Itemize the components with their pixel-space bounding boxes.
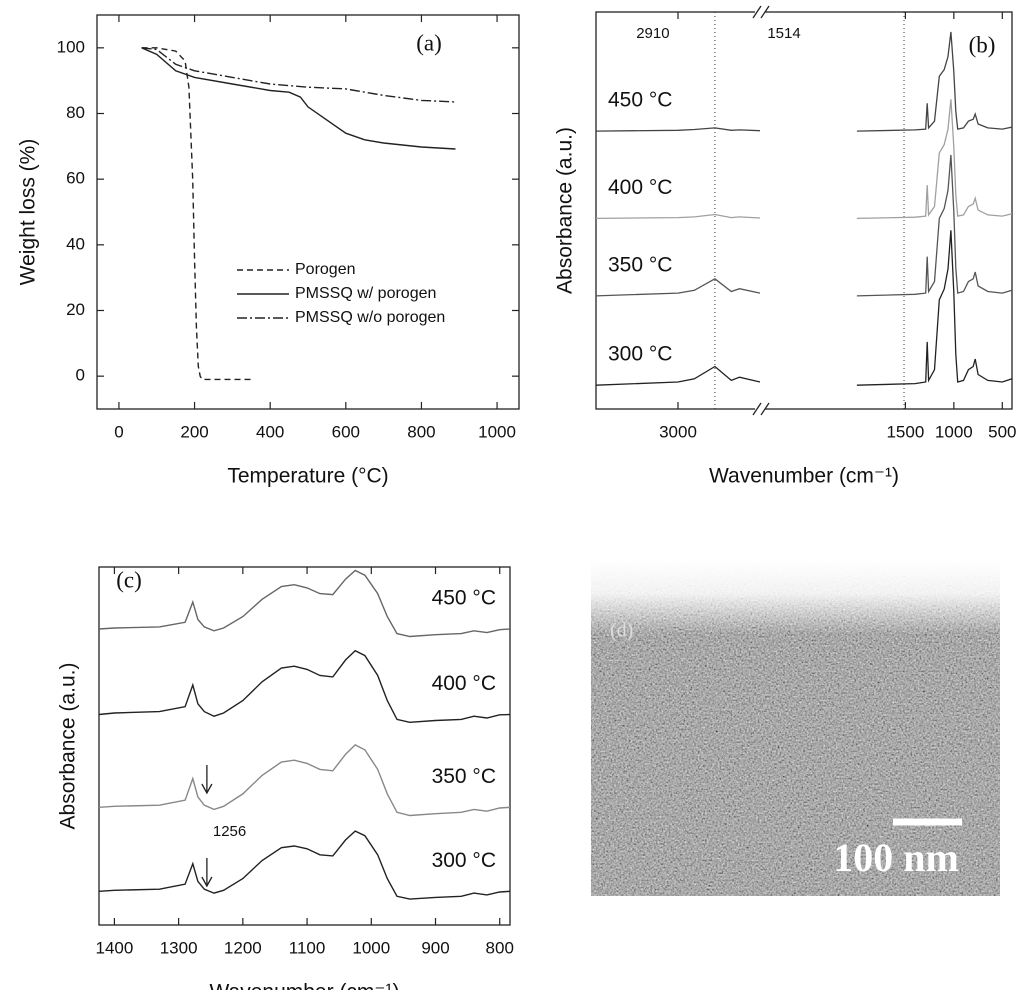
series-label: 450 °C: [432, 587, 496, 610]
axis-break-mark: [760, 5, 770, 19]
y-tick-label: 100: [57, 37, 85, 56]
x-axis-label: Wavenumber (cm⁻¹): [709, 465, 899, 488]
x-tick-label: 200: [180, 422, 208, 441]
x-tick-label: 3000: [659, 422, 697, 441]
axis-break-mark: [760, 402, 770, 416]
x-tick-label: 1300: [160, 938, 198, 957]
legend-label: Porogen: [295, 261, 356, 278]
x-tick-label: 1000: [935, 422, 973, 441]
x-axis-label: Temperature (°C): [227, 465, 388, 488]
x-tick-label: 0: [114, 422, 123, 441]
series-line: [856, 31, 1013, 132]
series-line: [595, 127, 761, 132]
micrograph-panel: (d) 100 nm: [591, 560, 1000, 896]
x-tick-label: 1000: [352, 938, 390, 957]
axis-break-mark: [752, 5, 762, 19]
annotation-label: 1256: [213, 823, 246, 840]
plot-frame: [98, 566, 511, 926]
annotation-arrowhead: [201, 783, 213, 795]
annotation-arrowhead: [201, 876, 213, 888]
plot-frame: [96, 14, 520, 410]
x-axis-label: Wavenumber (cm⁻¹): [210, 981, 400, 990]
legend-label: PMSSQ w/o porogen: [295, 309, 445, 326]
axis-break-gap: [755, 8, 765, 16]
legend-label: PMSSQ w/ porogen: [295, 285, 436, 302]
series-line: [98, 569, 511, 638]
x-tick-label: 1500: [886, 422, 924, 441]
series-line: [856, 230, 1013, 386]
y-axis-label: Absorbance (a.u.): [554, 127, 577, 294]
plot-frame: [595, 11, 1013, 410]
series-label: 400 °C: [432, 672, 496, 695]
panel-label: (c): [116, 567, 142, 592]
x-tick-label: 800: [407, 422, 435, 441]
panel-label: (d): [610, 620, 633, 642]
series-line: [595, 278, 761, 297]
micrograph-surface: [591, 560, 1000, 896]
series-line: [98, 744, 511, 817]
series-line: [856, 154, 1013, 297]
reference-label: 2910: [636, 25, 669, 42]
x-tick-label: 1100: [289, 938, 326, 957]
x-tick-label: 900: [421, 938, 449, 957]
series-label: 350 °C: [432, 765, 496, 788]
series-line: [856, 99, 1013, 220]
y-tick-label: 40: [66, 234, 85, 253]
panel-label: (b): [969, 32, 996, 57]
y-tick-label: 0: [76, 366, 85, 385]
series-label: 450 °C: [608, 89, 672, 112]
series-label: 350 °C: [608, 253, 672, 276]
y-axis-label: Weight loss (%): [17, 139, 40, 286]
scale-bar-label: 100 nm: [833, 835, 959, 880]
x-tick-label: 1400: [95, 938, 133, 957]
x-tick-label: 600: [332, 422, 360, 441]
y-tick-label: 80: [66, 103, 85, 122]
reference-label: 1514: [767, 25, 800, 42]
series-label: 300 °C: [432, 849, 496, 872]
y-tick-label: 20: [66, 300, 85, 319]
series-line: [141, 47, 456, 150]
y-tick-label: 60: [66, 169, 85, 188]
y-axis-label: Absorbance (a.u.): [57, 663, 80, 830]
series-line: [595, 365, 761, 386]
panel-label: (a): [416, 30, 442, 55]
series-line: [141, 47, 456, 103]
series-line: [98, 649, 511, 724]
series-label: 400 °C: [608, 176, 672, 199]
x-tick-label: 1200: [224, 938, 262, 957]
x-tick-label: 500: [988, 422, 1016, 441]
x-tick-label: 800: [486, 938, 514, 957]
series-line: [141, 47, 252, 381]
axis-break-gap: [755, 405, 765, 413]
series-label: 300 °C: [608, 343, 672, 366]
x-tick-label: 1000: [478, 422, 516, 441]
series-line: [595, 213, 761, 220]
axis-break-mark: [752, 402, 762, 416]
x-tick-label: 400: [256, 422, 284, 441]
series-line: [98, 830, 511, 900]
